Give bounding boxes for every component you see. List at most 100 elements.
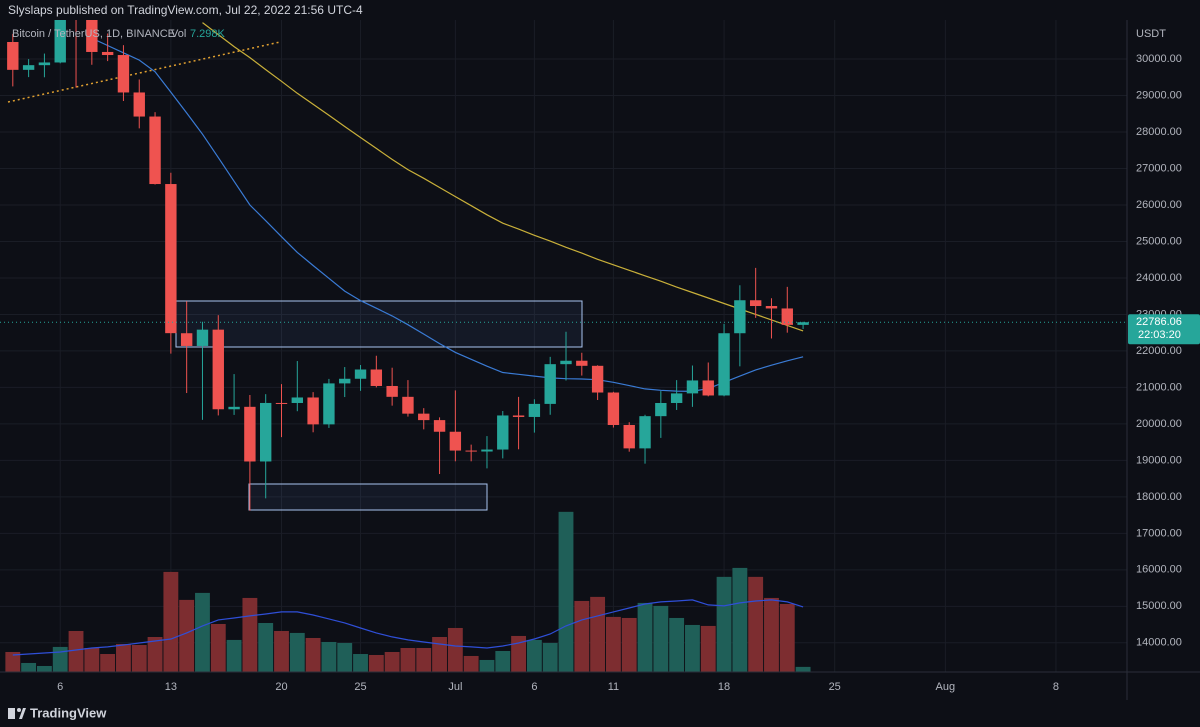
candle-body (655, 402, 667, 417)
candle-body (54, 20, 66, 63)
candle-body (149, 116, 161, 185)
volume-bar (732, 567, 748, 672)
volume-bar (179, 599, 195, 672)
candle-body (291, 397, 303, 403)
y-tick-label: 30000.00 (1136, 53, 1182, 65)
volume-bar (447, 627, 463, 672)
volume-bar (289, 632, 305, 672)
candle-body (465, 450, 477, 452)
trend-line (7, 41, 281, 103)
candle-body (702, 380, 714, 396)
y-tick-label: 19000.00 (1136, 454, 1182, 466)
volume-bar (195, 592, 210, 672)
volume-bar (5, 651, 21, 672)
volume-bar (479, 659, 495, 672)
publisher: Slyslaps published on TradingView.com, J… (8, 3, 363, 17)
candle-body (749, 300, 762, 307)
candle-body (339, 378, 351, 384)
y-tick-label: 28000.00 (1136, 126, 1182, 138)
candle-body (433, 420, 446, 432)
volume-bar (36, 665, 52, 672)
volume-bar (368, 654, 384, 672)
header-bar (0, 0, 1200, 20)
volume-bar (669, 617, 685, 672)
candle-body (275, 402, 288, 404)
volume-bar (242, 597, 258, 672)
volume-bar (21, 662, 37, 672)
candle-body (212, 329, 224, 410)
volume-bar (52, 646, 68, 672)
volume-bar (558, 511, 574, 672)
x-tick-label: 8 (1053, 681, 1059, 693)
zone-box (248, 483, 488, 511)
candle-body (133, 92, 145, 117)
y-tick-label: 27000.00 (1136, 162, 1182, 174)
candle-body (354, 369, 367, 379)
volume-bar (526, 639, 542, 672)
zone-box (175, 300, 583, 348)
volume-bar (574, 600, 590, 672)
volume-bar (779, 603, 795, 672)
x-tick-label: 13 (165, 681, 177, 693)
volume-bar (84, 647, 100, 672)
price-tag-countdown: 22:03:20 (1138, 329, 1181, 341)
volume-bar (305, 637, 321, 672)
volume-bar (432, 637, 447, 672)
volume-bar (131, 644, 147, 672)
candle-body (165, 184, 177, 334)
candle-body (196, 329, 209, 346)
x-tick-label: 6 (57, 681, 63, 693)
volume-bar (605, 616, 621, 672)
volume-bar (163, 571, 179, 672)
candle-body (670, 393, 683, 403)
x-tick-label: Aug (936, 681, 956, 693)
candle-body (22, 65, 35, 70)
volume-bar (621, 617, 637, 672)
y-tick-label: 18000.00 (1136, 491, 1182, 503)
x-tick-label: 18 (718, 681, 730, 693)
volume-bar (590, 596, 606, 672)
volume-pane (5, 511, 811, 672)
y-tick-label: 29000.00 (1136, 89, 1182, 101)
volume-bar (495, 651, 511, 672)
candle-body (370, 369, 383, 386)
candle-body (117, 55, 130, 93)
volume-bar (274, 630, 289, 672)
price-tag (1128, 314, 1200, 345)
x-tick-label: 11 (608, 681, 619, 693)
x-tick-label: 20 (275, 681, 287, 693)
volume-bar (321, 641, 337, 672)
footer (0, 700, 1200, 727)
volume-ma (12, 599, 804, 656)
volume-bar (68, 630, 84, 672)
candle-body (481, 449, 493, 452)
candle-body (307, 397, 319, 425)
volume-bar (147, 637, 163, 672)
volume-bar (637, 602, 653, 672)
candle-body (497, 415, 509, 450)
moving-average (91, 37, 804, 393)
candle-body (244, 406, 256, 462)
candle-body (260, 402, 272, 462)
brand: TradingView (30, 705, 107, 720)
candle-body (386, 385, 398, 397)
candle-body (734, 300, 746, 334)
volume-bar (700, 625, 716, 672)
y-axis-label: USDT (1136, 28, 1166, 40)
candle-body (512, 415, 525, 417)
volume-bar (337, 642, 353, 672)
candle-body (323, 383, 335, 425)
candle-body (180, 333, 193, 346)
candle-body (607, 392, 620, 425)
x-tick-label: Jul (448, 681, 462, 693)
candle-body (560, 360, 572, 365)
brand-logo (8, 708, 26, 719)
volume-bar (416, 647, 432, 672)
y-tick-label: 16000.00 (1136, 564, 1182, 576)
candle-body (576, 360, 588, 366)
y-tick-label: 25000.00 (1136, 235, 1182, 247)
candle-body (7, 42, 19, 70)
volume-bar (542, 642, 558, 672)
volume-bar (258, 623, 274, 672)
